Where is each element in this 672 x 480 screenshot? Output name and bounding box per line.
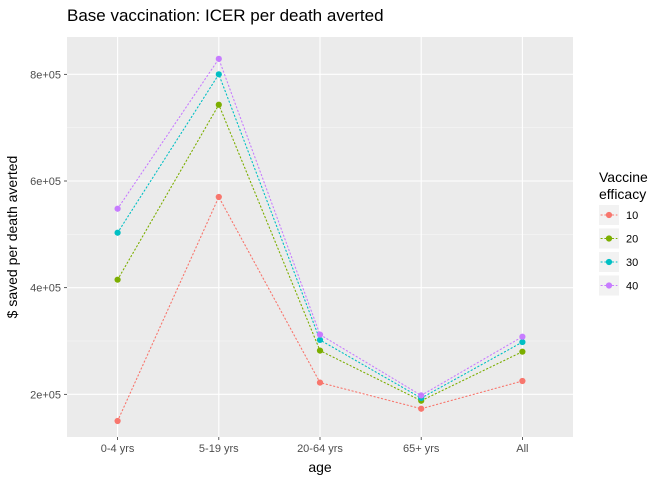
legend-key-point [605, 282, 613, 289]
data-point [316, 331, 324, 338]
x-tick-label: 20-64 yrs [297, 443, 343, 455]
data-point [114, 205, 121, 212]
y-tick-label: 8e+05 [30, 69, 61, 81]
data-point [114, 417, 121, 425]
legend-item-10: 10 [599, 205, 638, 225]
series-10 [114, 193, 526, 425]
series-40 [114, 55, 526, 399]
x-tick-label: 5-19 yrs [199, 443, 239, 455]
legend-title-line1: Vaccine [599, 169, 648, 185]
data-point [215, 55, 222, 62]
data-point [519, 338, 526, 346]
y-axis: 2e+05 4e+05 6e+05 8e+05 [30, 69, 67, 401]
data-point [114, 229, 121, 236]
data-point [316, 379, 324, 386]
x-axis-title: age [308, 459, 332, 475]
data-point [519, 348, 526, 355]
series-30 [114, 71, 526, 402]
legend-items: 10 20 30 40 [599, 205, 638, 296]
y-tick-label: 4e+05 [30, 283, 61, 295]
legend-title-line2: efficacy [599, 186, 646, 202]
legend: Vaccine efficacy 10 20 30 40 [599, 169, 648, 296]
series-layer [114, 55, 526, 425]
legend-key-point [605, 258, 613, 266]
x-tick-label: 0-4 yrs [101, 443, 135, 455]
x-tick-label: 65+ yrs [403, 443, 440, 455]
data-point [316, 347, 324, 354]
data-point [215, 101, 222, 108]
legend-item-20: 20 [599, 228, 638, 249]
data-point [519, 333, 526, 340]
y-axis-title: $ saved per death averted [4, 156, 20, 319]
legend-item-40: 40 [599, 275, 638, 296]
data-point [215, 193, 222, 201]
y-tick-label: 2e+05 [30, 389, 61, 401]
x-axis: 0-4 yrs 5-19 yrs 20-64 yrs 65+ yrs All [101, 437, 529, 455]
data-point [519, 377, 526, 385]
data-point [316, 336, 324, 344]
legend-item-30: 30 [599, 252, 638, 272]
legend-label: 40 [626, 281, 638, 293]
legend-key-point [605, 211, 613, 219]
y-tick-label: 6e+05 [30, 176, 61, 188]
legend-label: 20 [626, 234, 638, 246]
data-point [215, 71, 222, 78]
data-point [418, 392, 425, 399]
x-tick-label: All [516, 443, 528, 455]
data-point [114, 276, 121, 283]
chart-title: Base vaccination: ICER per death averted [67, 6, 384, 25]
legend-key-point [605, 235, 613, 242]
data-point [418, 405, 425, 412]
legend-label: 30 [626, 257, 638, 269]
legend-label: 10 [626, 210, 638, 222]
